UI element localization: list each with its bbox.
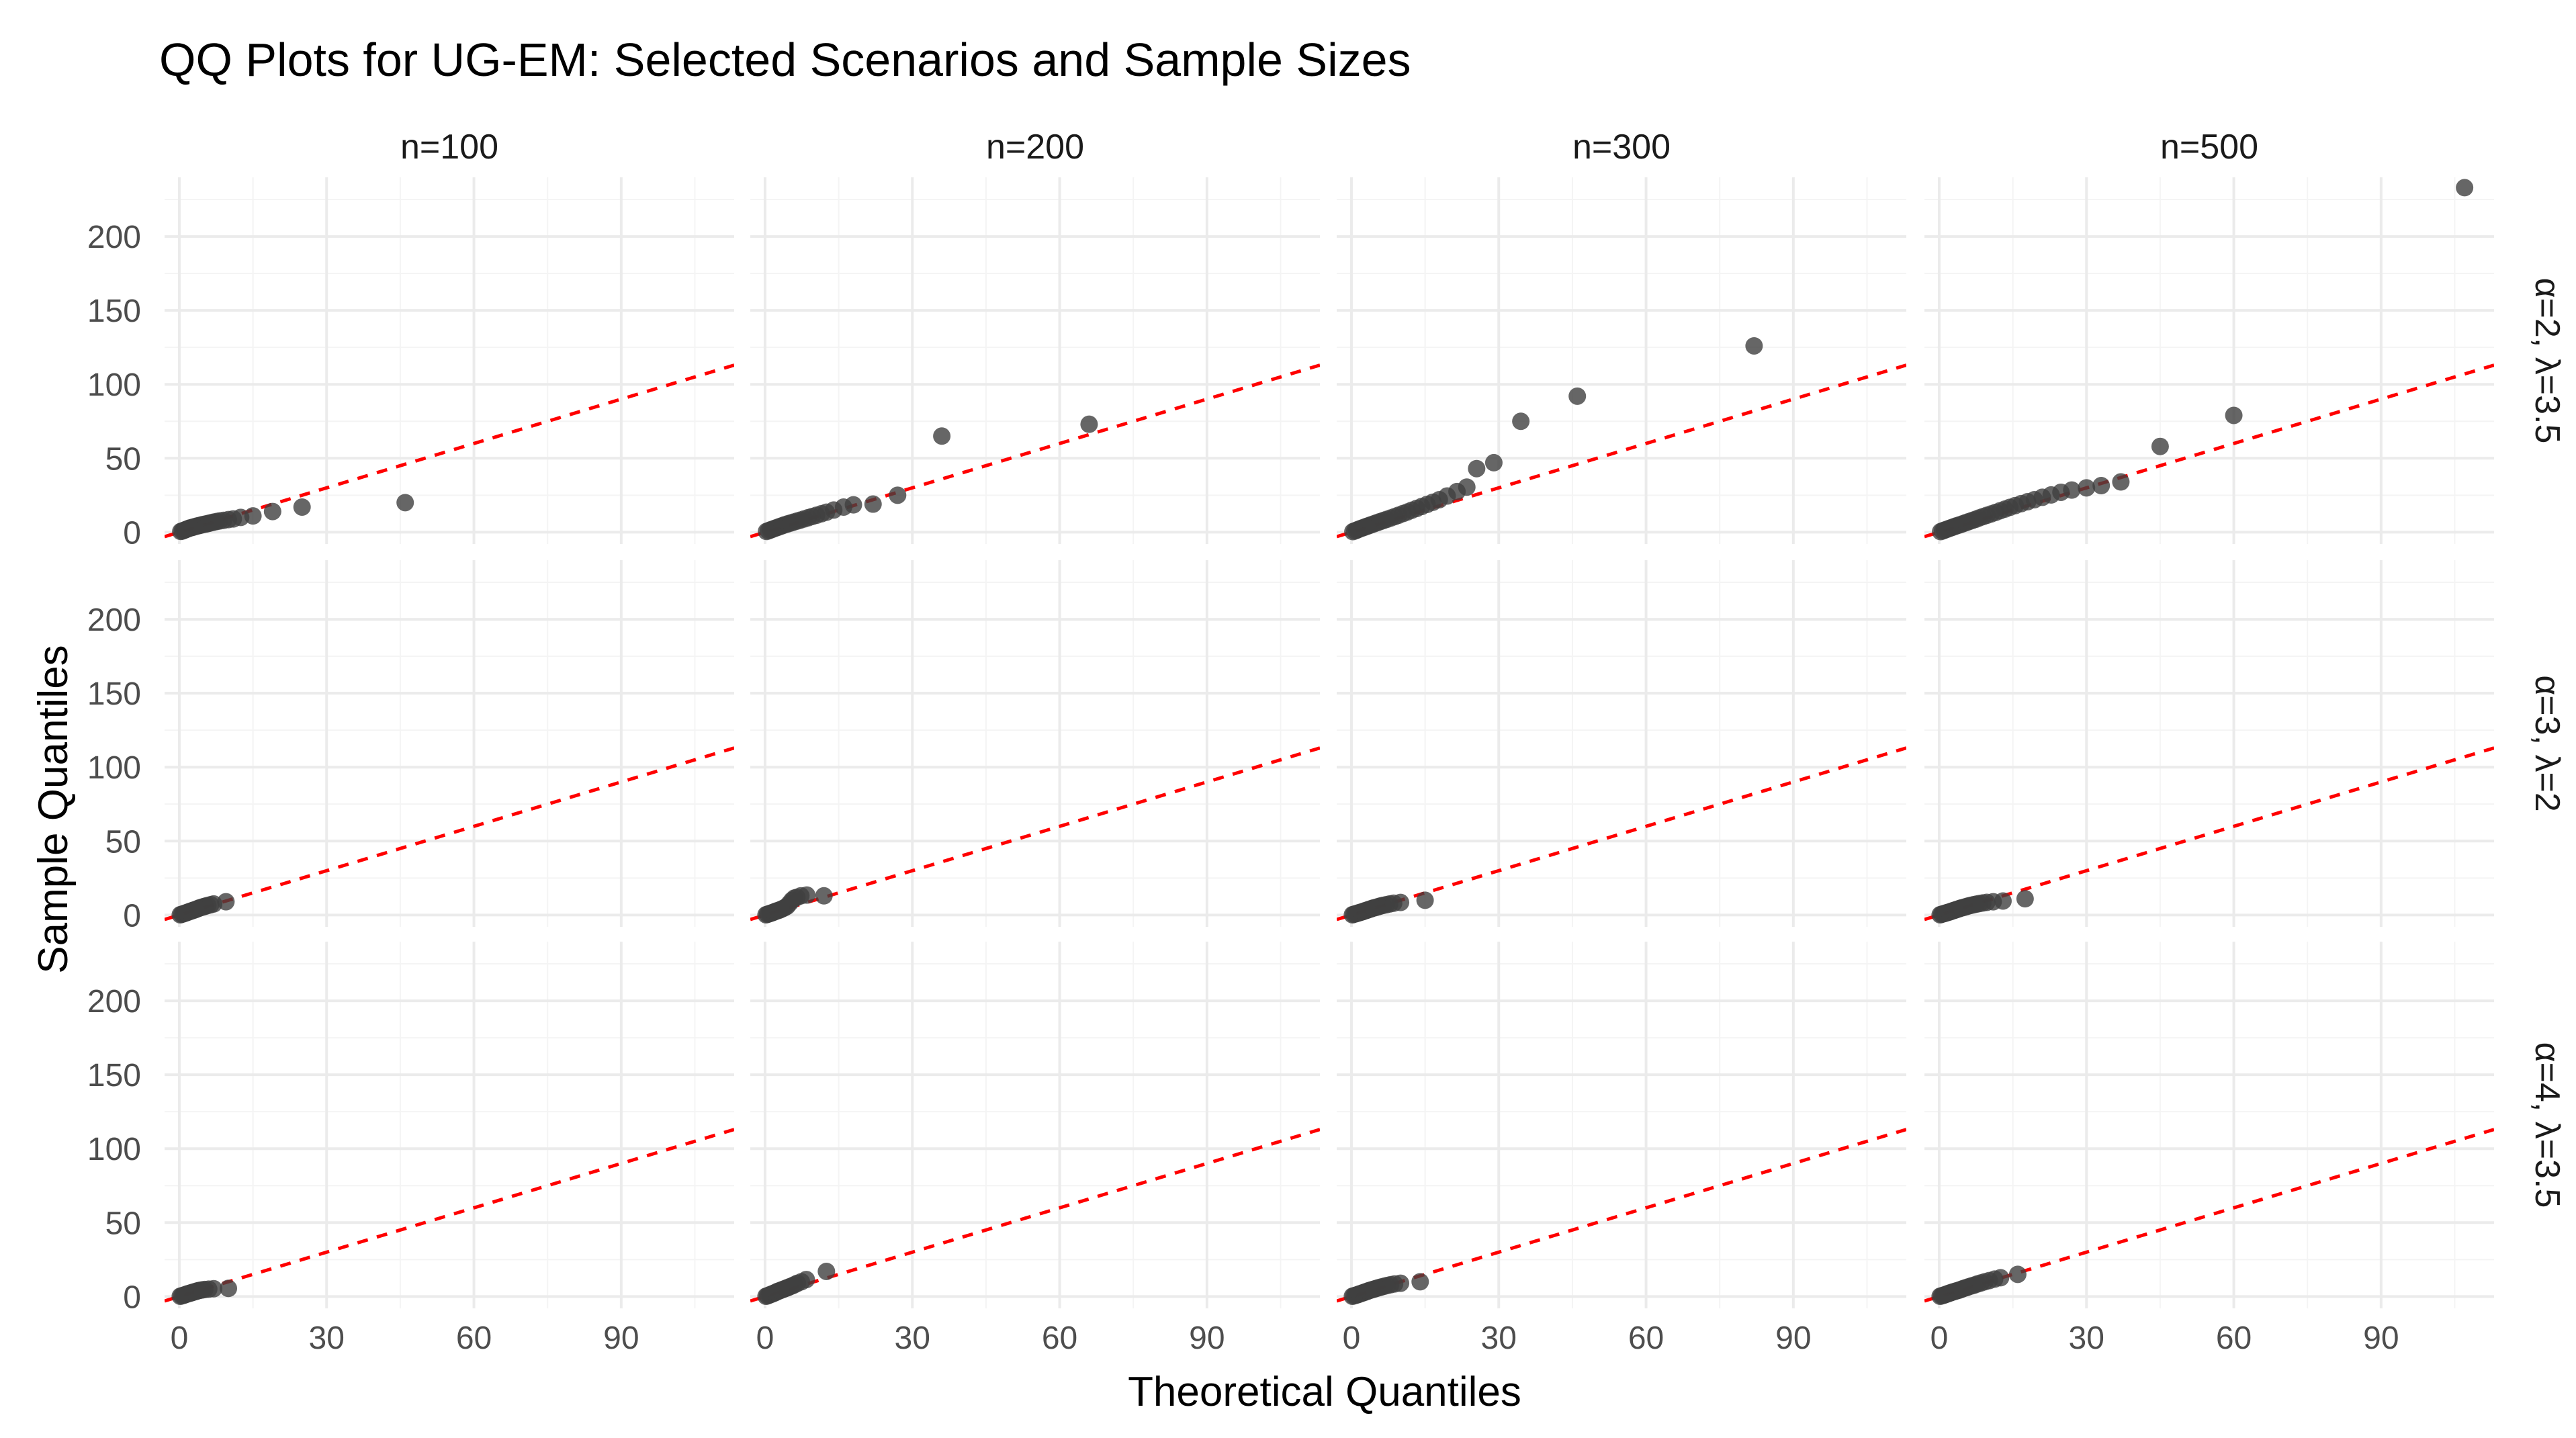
qq-point	[1484, 453, 1503, 471]
x-tick-label: 30	[309, 1320, 345, 1356]
panel-r1-c1	[165, 177, 734, 544]
panel-r2-c1	[165, 560, 734, 927]
panel-r3-c3	[1337, 942, 1906, 1308]
qq-point	[1745, 336, 1763, 355]
qq-point	[1080, 415, 1098, 433]
qq-point	[1468, 459, 1486, 478]
x-tick-label: 0	[1343, 1320, 1361, 1356]
x-tick-label: 90	[2363, 1320, 2399, 1356]
x-tick-label: 60	[1042, 1320, 1077, 1356]
column-strip-label: n=200	[986, 128, 1084, 167]
qq-point	[2225, 406, 2243, 424]
qq-point	[293, 498, 311, 516]
qq-point	[2016, 890, 2034, 908]
row-strip-label: α=4, λ=3.5	[2528, 1042, 2567, 1208]
reference-line	[750, 746, 1320, 922]
qq-point	[244, 507, 262, 525]
reference-line	[1924, 746, 2494, 922]
qq-point	[2151, 437, 2169, 455]
y-tick-label: 100	[87, 750, 141, 786]
y-tick-label: 200	[87, 602, 141, 638]
x-tick-label: 90	[1775, 1320, 1811, 1356]
qq-point	[933, 427, 951, 445]
qq-point	[1458, 478, 1476, 496]
panel-r1-c3	[1337, 177, 1906, 544]
qq-point	[1994, 892, 2012, 910]
qq-point	[2092, 477, 2111, 495]
panel-r3-c4	[1924, 942, 2494, 1308]
panel-r2-c2	[750, 560, 1320, 927]
x-tick-label: 60	[456, 1320, 492, 1356]
panel-r2-c4	[1924, 560, 2494, 927]
qq-point	[1416, 891, 1434, 909]
x-tick-label: 60	[1628, 1320, 1664, 1356]
column-strip-label: n=500	[2160, 128, 2258, 167]
x-tick-label: 90	[1189, 1320, 1225, 1356]
panel-r3-c2	[750, 942, 1320, 1308]
qq-point	[220, 1279, 238, 1298]
qq-point	[217, 893, 235, 911]
axes-layer: 0 50 100 150 200 0 50 100 150 200 0 50 100 150 200 0 30 6…	[87, 220, 2399, 1356]
y-tick-label: 50	[105, 1206, 141, 1241]
y-axis-title: Sample Quantiles	[30, 645, 77, 973]
y-tick-label: 200	[87, 220, 141, 255]
row-strip-label: α=3, λ=2	[2528, 675, 2567, 812]
qq-point	[1568, 387, 1587, 405]
qq-point	[1512, 412, 1530, 431]
panel-r1-c2	[750, 177, 1320, 544]
qq-point	[889, 486, 907, 504]
y-tick-label: 100	[87, 1132, 141, 1167]
panels-layer	[165, 177, 2494, 1308]
qq-point	[2008, 1265, 2027, 1284]
x-tick-label: 60	[2216, 1320, 2252, 1356]
panel-r2-c3	[1337, 560, 1906, 927]
y-tick-label: 200	[87, 984, 141, 1020]
qq-point	[817, 1262, 836, 1280]
x-tick-label: 0	[1930, 1320, 1949, 1356]
x-tick-label: 30	[895, 1320, 930, 1356]
qq-point	[864, 495, 882, 513]
qq-point	[1411, 1273, 1429, 1291]
x-tick-label: 30	[1481, 1320, 1517, 1356]
qq-point	[797, 1271, 815, 1289]
y-tick-label: 150	[87, 676, 141, 712]
qq-point	[844, 496, 862, 514]
y-tick-label: 0	[123, 1279, 141, 1315]
reference-line	[750, 1128, 1320, 1303]
y-tick-label: 100	[87, 367, 141, 403]
strips-layer: n=100 n=200 n=300 n=500 α=2, λ=3.5 α=3, λ=2 α=…	[400, 128, 2567, 1208]
qq-point	[1392, 1274, 1410, 1292]
x-axis-title: Theoretical Quantiles	[1128, 1369, 1521, 1415]
x-tick-label: 0	[171, 1320, 189, 1356]
qq-point	[1392, 893, 1410, 911]
column-strip-label: n=100	[400, 128, 498, 167]
y-tick-label: 0	[123, 515, 141, 551]
qq-point	[1992, 1269, 2010, 1287]
column-strip-label: n=300	[1572, 128, 1671, 167]
reference-line	[165, 746, 734, 922]
qq-point	[2063, 481, 2081, 499]
qq-point	[2456, 179, 2474, 197]
y-tick-label: 50	[105, 824, 141, 860]
qq-point	[205, 1279, 223, 1298]
chart-title: QQ Plots for UG-EM: Selected Scenarios a…	[159, 34, 1411, 86]
panel-r3-c1	[165, 942, 734, 1308]
y-tick-label: 0	[123, 898, 141, 934]
x-tick-label: 0	[756, 1320, 774, 1356]
qq-point	[263, 502, 281, 521]
qq-point	[2112, 473, 2130, 491]
row-strip-label: α=2, λ=3.5	[2528, 278, 2567, 444]
qq-point	[798, 886, 816, 904]
y-tick-label: 50	[105, 441, 141, 477]
x-tick-label: 90	[603, 1320, 639, 1356]
y-tick-label: 150	[87, 1058, 141, 1093]
reference-line	[165, 1128, 734, 1303]
qq-point	[815, 887, 833, 905]
qq-point	[396, 494, 414, 512]
x-tick-label: 30	[2069, 1320, 2104, 1356]
panel-r1-c4	[1924, 177, 2494, 544]
y-tick-label: 150	[87, 294, 141, 329]
qq-point	[2078, 479, 2096, 497]
